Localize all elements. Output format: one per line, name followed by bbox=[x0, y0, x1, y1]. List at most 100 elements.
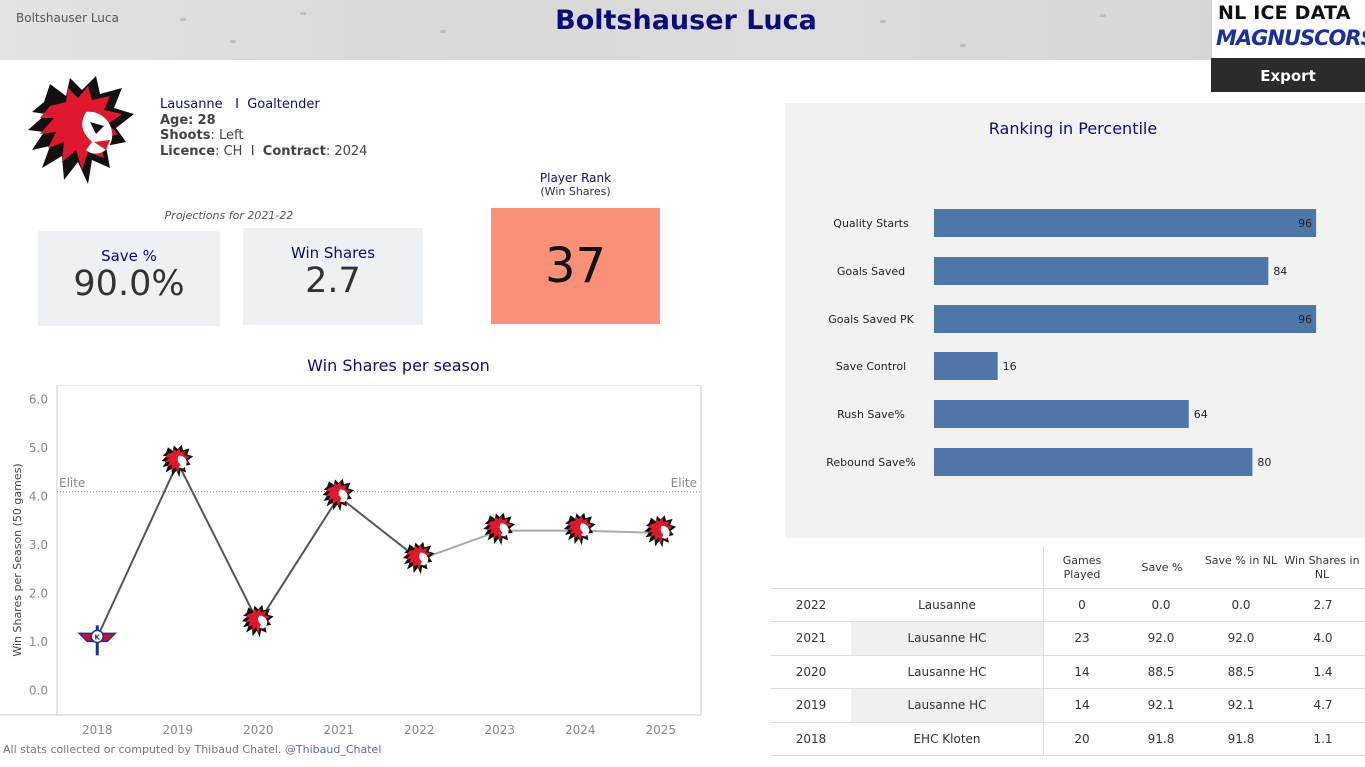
kloten-badge bbox=[90, 629, 104, 644]
save-pct-nl-cell: 92.0 bbox=[1227, 631, 1255, 645]
x-tick-label: 2024 bbox=[565, 723, 596, 737]
season-cell: 2021 bbox=[795, 631, 827, 645]
position: Goaltender bbox=[247, 97, 320, 112]
header-win-shares-nl: Win Shares in NL bbox=[1284, 554, 1360, 581]
lion-face bbox=[177, 455, 187, 469]
banner-texture bbox=[440, 30, 446, 33]
save-pct-cell: 91.8 bbox=[1147, 732, 1175, 746]
lion-head-logo-icon bbox=[563, 512, 596, 546]
x-tick-label: 2023 bbox=[484, 723, 515, 737]
table-header: Games Played Save % Save % in NL Win Sha… bbox=[1043, 547, 1365, 588]
percentile-bar-chart: Quality Starts 96 Goals Saved 84 Goals Saved… bbox=[826, 209, 1317, 476]
lion-face bbox=[419, 552, 429, 566]
bar-value-label: 64 bbox=[1194, 408, 1208, 421]
header-banner: Boltshauser Luca Boltshauser Luca bbox=[0, 0, 1365, 60]
column-divider bbox=[1043, 589, 1044, 622]
win-shares-title: Win Shares bbox=[290, 244, 376, 262]
shoots-line: Shoots: Left bbox=[160, 128, 244, 144]
x-tick-label: 2019 bbox=[162, 723, 193, 737]
category-label: Rebound Save% bbox=[826, 456, 916, 469]
banner-texture bbox=[960, 44, 966, 47]
team-cell: EHC Kloten bbox=[913, 732, 981, 746]
x-tick-label: 2021 bbox=[323, 723, 354, 737]
win-shares-nl-cell: 1.4 bbox=[1313, 665, 1333, 679]
brand-bottom-text: MAGNUSCORSI bbox=[1216, 26, 1365, 50]
table-row: 2020 Lausanne HC 14 88.5 88.5 1.4 bbox=[771, 655, 1365, 689]
lion-face bbox=[338, 489, 348, 503]
player-info: Lausanne I Goaltender Age: 28 Shoots: Le… bbox=[160, 97, 367, 159]
x-tick-label: 2022 bbox=[404, 723, 435, 737]
table-bottom-border bbox=[771, 755, 1365, 756]
export-button[interactable]: Export bbox=[1211, 58, 1365, 92]
projections-label: Projections for 2021-22 bbox=[164, 209, 294, 222]
x-tick-label: 2018 bbox=[82, 723, 113, 737]
games-played-cell: 20 bbox=[1074, 732, 1090, 746]
season-cell: 2020 bbox=[795, 665, 827, 679]
win-shares-nl-cell: 2.7 bbox=[1313, 598, 1333, 612]
table-row: 2018 EHC Kloten 20 91.8 91.8 1.1 bbox=[771, 722, 1365, 756]
save-pct-title: Save % bbox=[101, 247, 157, 265]
lion-head-logo-icon bbox=[161, 444, 194, 478]
banner-texture bbox=[300, 12, 306, 15]
team-name: Lausanne bbox=[160, 97, 223, 112]
y-tick-label: 0.0 bbox=[29, 684, 48, 698]
save-pct-card: Save % 90.0% bbox=[38, 231, 220, 326]
banner-texture bbox=[1100, 14, 1106, 17]
info-separator: I bbox=[250, 143, 255, 159]
shoots-value: Left bbox=[218, 128, 244, 144]
header-games-played: Games Played bbox=[1062, 554, 1102, 581]
table-row: 2022 Lausanne 0 0.0 0.0 2.7 bbox=[771, 588, 1365, 622]
contract-value: 2024 bbox=[334, 143, 368, 159]
games-played-cell: 0 bbox=[1078, 598, 1086, 612]
team-cell: Lausanne HC bbox=[907, 698, 987, 712]
win-shares-nl-cell: 4.7 bbox=[1313, 698, 1333, 712]
x-tick-label: 2020 bbox=[243, 723, 274, 737]
banner-texture bbox=[180, 18, 186, 21]
column-divider bbox=[1043, 656, 1044, 689]
lion-face bbox=[580, 523, 590, 537]
category-label: Goals Saved bbox=[837, 265, 905, 278]
save-pct-cell: 88.5 bbox=[1147, 665, 1175, 679]
lion-face bbox=[660, 525, 670, 539]
win-shares-nl-cell: 1.1 bbox=[1313, 732, 1333, 746]
games-played-cell: 14 bbox=[1074, 665, 1090, 679]
percentile-panel: Quality Starts 96 Goals Saved 84 Goals Saved… bbox=[785, 103, 1365, 538]
percentile-chart-title: Ranking in Percentile bbox=[988, 119, 1158, 138]
season-cell: 2019 bbox=[795, 698, 827, 712]
bar-value-label: 84 bbox=[1273, 265, 1287, 278]
banner-texture bbox=[230, 40, 236, 43]
bar-value-label: 96 bbox=[1298, 313, 1312, 326]
elite-label-right: Elite bbox=[671, 476, 697, 490]
y-tick-label: 5.0 bbox=[29, 441, 48, 455]
category-label: Goals Saved PK bbox=[828, 313, 914, 326]
save-pct-cell: 0.0 bbox=[1151, 598, 1171, 612]
header-save-pct-nl: Save % in NL bbox=[1204, 554, 1278, 567]
team-cell: Lausanne bbox=[918, 598, 976, 612]
info-separator: I bbox=[235, 97, 239, 112]
column-divider bbox=[1043, 723, 1044, 756]
lion-head-logo-icon bbox=[241, 604, 274, 638]
lion-face bbox=[499, 523, 509, 537]
save-pct-nl-cell: 92.1 bbox=[1227, 698, 1255, 712]
licence-value: CH bbox=[223, 143, 243, 159]
save-pct-cell: 92.1 bbox=[1147, 698, 1175, 712]
licence-label: Licence bbox=[160, 143, 216, 159]
player-short-name: Boltshauser Luca bbox=[16, 11, 119, 25]
brand-top-text: NL ICE DATA bbox=[1218, 2, 1351, 24]
brand-logo[interactable]: NL ICE DATA MAGNUSCORSI bbox=[1211, 0, 1365, 58]
bar-value-label: 96 bbox=[1298, 217, 1312, 230]
shoots-label: Shoots bbox=[160, 128, 211, 144]
win-shares-chart: 0.0 1.0 2.0 3.0 4.0 5.0 6.0 2018 2019 2020 2021 202… bbox=[0, 385, 702, 737]
row-shade bbox=[851, 622, 1043, 655]
author-handle-link[interactable]: @Thibaud_Chatel bbox=[284, 743, 382, 756]
season-cell: 2018 bbox=[795, 732, 827, 746]
rank-subtitle: (Win Shares) bbox=[540, 185, 611, 198]
win-shares-nl-cell: 4.0 bbox=[1313, 631, 1333, 645]
rank-title-text: Player Rank bbox=[539, 171, 612, 185]
win-shares-value: 2.7 bbox=[305, 261, 361, 301]
percentile-bar bbox=[934, 352, 998, 380]
team-position-line: Lausanne I Goaltender bbox=[160, 97, 367, 113]
series-line-projected bbox=[418, 529, 661, 561]
games-played-cell: 23 bbox=[1074, 631, 1090, 645]
bar-value-label: 80 bbox=[1257, 456, 1271, 469]
